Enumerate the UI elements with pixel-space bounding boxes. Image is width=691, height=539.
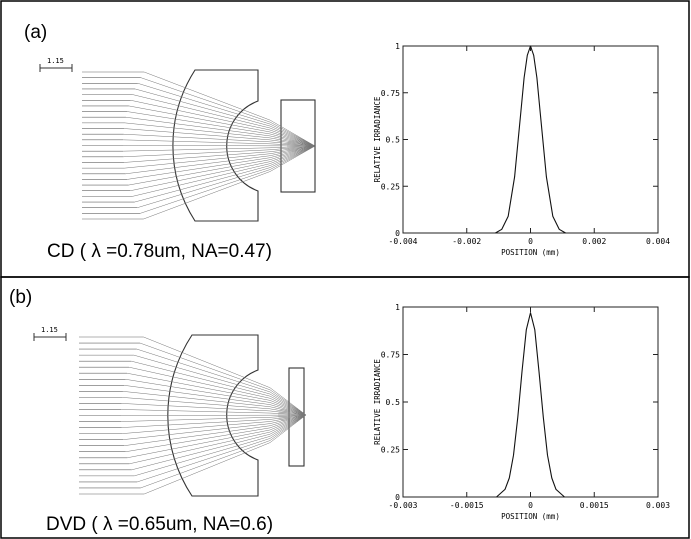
ray-trace-diagram [82,69,316,222]
scale-bar-label: 1.15 [47,57,64,65]
y-tick-label: 1 [395,303,400,312]
x-tick-label: 0.0015 [580,501,609,510]
y-tick-label: 0.25 [381,182,400,191]
panel-tag: (b) [9,287,32,308]
plot-frame [402,306,659,498]
y-axis-label: RELATIVE IRRADIANCE [373,359,382,445]
y-tick-label: 0.5 [386,398,401,407]
ray-trace-diagram [79,334,307,497]
x-axis-label: POSITION (mm) [501,248,560,257]
irradiance-curve [496,312,565,498]
x-tick-label: 0.002 [582,237,606,246]
x-tick-label: -0.004 [389,237,418,246]
panel-b: (b) 1.15 DVD ( λ =0.65um, NA=0.6) 00.250… [9,287,670,535]
y-tick-label: 0.75 [381,89,400,98]
irradiance-chart: 0 0.25 0.5 0.75 1 -0.003 -0.0015 0 0.0015 0.003 PO… [373,303,670,521]
caption: DVD ( λ =0.65um, NA=0.6) [46,514,273,535]
y-tick-label: 0 [395,229,400,238]
x-tick-label: 0 [528,501,533,510]
scale-bar-label: 1.15 [41,326,58,334]
y-tick-label: 0 [395,493,400,502]
y-tick-label: 0.75 [381,351,400,360]
plot-frame [402,45,659,234]
x-tick-label: 0.003 [646,501,670,510]
caption: CD ( λ =0.78um, NA=0.47) [47,241,272,262]
x-tick-label: 0 [528,237,533,246]
x-tick-label: -0.003 [389,501,418,510]
x-tick-label: -0.0015 [450,501,484,510]
y-tick-label: 1 [395,42,400,51]
x-tick-label: -0.002 [452,237,481,246]
x-tick-label: 0.004 [646,237,670,246]
x-axis-label: POSITION (mm) [501,512,560,521]
irradiance-curve [495,45,566,234]
panel-a: (a) 1.15 CD ( λ =0.78um, NA=0.47) 00.250… [24,22,670,262]
y-tick-label: 0.5 [386,136,401,145]
irradiance-chart: 0 0.25 0.5 0.75 1 -0.004 -0.002 0 0.002 0.004 POSI… [373,42,670,257]
y-tick-label: 0.25 [381,446,400,455]
lens [167,334,259,497]
y-axis-label: RELATIVE IRRADIANCE [373,96,382,182]
panel-b-frame [0,276,690,539]
panel-a-frame [0,0,690,278]
lens [172,69,259,222]
panel-tag: (a) [24,22,47,43]
